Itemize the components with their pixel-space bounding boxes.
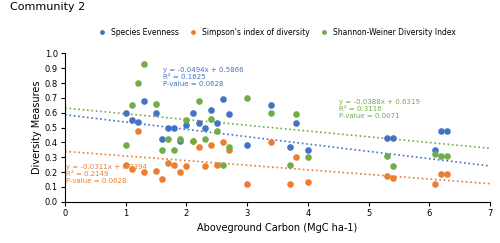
Point — [444, 129, 452, 132]
Point — [176, 170, 184, 174]
Point — [152, 102, 160, 106]
Point — [268, 111, 276, 115]
Point — [444, 154, 452, 158]
Point — [152, 111, 160, 115]
Point — [438, 129, 446, 132]
Point — [292, 155, 300, 159]
Point — [188, 111, 196, 115]
Point — [389, 176, 397, 180]
Text: y = -0.0494x + 0.5866
R² = 0.1625
P-value = 0.0628: y = -0.0494x + 0.5866 R² = 0.1625 P-valu… — [164, 67, 244, 87]
Point — [182, 123, 190, 127]
Point — [164, 138, 172, 141]
Point — [432, 152, 440, 156]
Point — [438, 154, 446, 158]
Point — [140, 99, 148, 103]
Point — [304, 155, 312, 159]
Point — [213, 121, 221, 125]
Point — [140, 170, 148, 174]
Point — [122, 163, 130, 167]
Point — [304, 181, 312, 184]
Point — [219, 163, 227, 167]
Point — [219, 97, 227, 101]
Point — [225, 112, 233, 116]
Point — [128, 167, 136, 171]
Point — [213, 163, 221, 167]
Point — [444, 172, 452, 175]
Text: Community 2: Community 2 — [10, 2, 85, 12]
Point — [286, 182, 294, 186]
Point — [432, 182, 440, 186]
Point — [200, 138, 208, 141]
Point — [188, 139, 196, 143]
Point — [383, 136, 391, 140]
Point — [304, 148, 312, 152]
Point — [268, 140, 276, 144]
Point — [268, 103, 276, 107]
Point — [200, 164, 208, 168]
Point — [206, 117, 214, 121]
Point — [122, 143, 130, 147]
Point — [164, 161, 172, 165]
Point — [243, 182, 251, 186]
Point — [152, 169, 160, 173]
Point — [389, 164, 397, 168]
Point — [194, 145, 202, 149]
Point — [292, 121, 300, 125]
Point — [158, 138, 166, 141]
Point — [170, 126, 178, 130]
Point — [176, 138, 184, 141]
Point — [286, 163, 294, 167]
Point — [158, 177, 166, 181]
Point — [206, 108, 214, 112]
Point — [194, 121, 202, 125]
Point — [243, 143, 251, 147]
Point — [170, 148, 178, 152]
Point — [286, 145, 294, 149]
Point — [134, 120, 142, 124]
X-axis label: Aboveground Carbon (MgC ha-1): Aboveground Carbon (MgC ha-1) — [198, 223, 358, 233]
Point — [134, 129, 142, 132]
Point — [164, 126, 172, 130]
Point — [389, 136, 397, 140]
Point — [206, 143, 214, 147]
Point — [140, 62, 148, 66]
Point — [128, 118, 136, 122]
Point — [432, 148, 440, 152]
Point — [243, 96, 251, 100]
Point — [122, 111, 130, 115]
Legend: Species Evenness, Simpson's index of diversity, Shannon-Weiner Diversity Index: Species Evenness, Simpson's index of div… — [94, 28, 456, 37]
Point — [383, 174, 391, 178]
Point — [182, 164, 190, 168]
Point — [128, 103, 136, 107]
Point — [134, 81, 142, 85]
Point — [170, 163, 178, 167]
Point — [213, 129, 221, 132]
Point — [292, 112, 300, 116]
Point — [383, 154, 391, 158]
Point — [200, 126, 208, 130]
Point — [158, 148, 166, 152]
Point — [219, 140, 227, 144]
Point — [225, 145, 233, 149]
Point — [182, 118, 190, 122]
Y-axis label: Diversity Measures: Diversity Measures — [32, 81, 42, 174]
Text: y = -0.0388x + 0.6319
R² = 0.3116
P-value = 0.0071: y = -0.0388x + 0.6319 R² = 0.3116 P-valu… — [340, 99, 420, 119]
Point — [194, 99, 202, 103]
Point — [188, 139, 196, 143]
Text: y = -0.0311x + 0.3394
R² = 0.2149
P-value = 0.0628: y = -0.0311x + 0.3394 R² = 0.2149 P-valu… — [66, 164, 147, 184]
Point — [438, 172, 446, 175]
Point — [176, 139, 184, 143]
Point — [225, 148, 233, 152]
